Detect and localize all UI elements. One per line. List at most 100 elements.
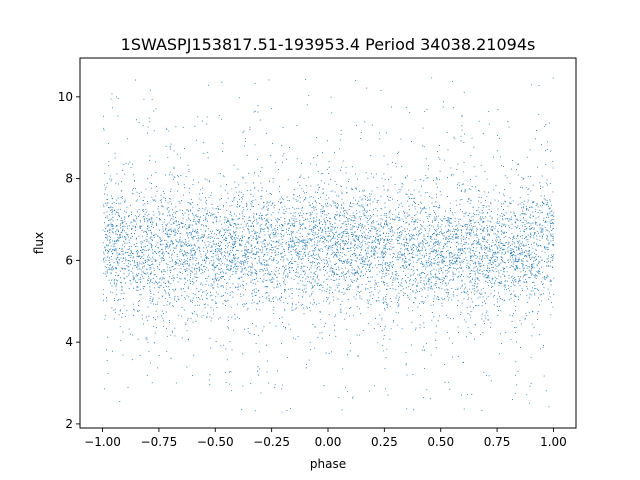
data-point	[383, 226, 385, 227]
data-point	[108, 267, 110, 269]
data-point	[192, 257, 194, 259]
data-point	[134, 180, 135, 181]
data-point	[375, 318, 376, 319]
data-point	[437, 240, 439, 242]
data-point	[410, 275, 412, 277]
data-point	[373, 250, 375, 252]
data-point	[313, 218, 315, 219]
data-point	[524, 274, 526, 276]
data-point	[334, 329, 336, 331]
data-point	[331, 268, 333, 269]
data-point	[144, 265, 145, 267]
data-point	[258, 175, 260, 177]
data-point	[290, 277, 292, 279]
data-point	[398, 219, 400, 221]
data-point	[383, 257, 384, 259]
data-point	[316, 303, 317, 305]
data-point	[277, 299, 279, 301]
data-point	[145, 259, 147, 261]
data-point	[547, 243, 549, 245]
data-point	[267, 269, 268, 271]
data-point	[529, 217, 531, 219]
data-point	[138, 256, 140, 258]
data-point	[299, 226, 301, 228]
data-point	[384, 250, 386, 252]
data-point	[549, 221, 551, 223]
data-point	[454, 138, 456, 140]
data-point	[226, 326, 228, 328]
data-point	[200, 283, 202, 285]
data-point	[421, 232, 422, 234]
data-point	[457, 243, 459, 245]
data-point	[271, 229, 273, 231]
data-point	[183, 184, 185, 186]
data-point	[475, 277, 477, 279]
data-point	[367, 307, 369, 308]
data-point	[109, 239, 111, 240]
data-point	[280, 285, 282, 287]
data-point	[211, 264, 213, 266]
data-point	[435, 217, 437, 219]
data-point	[360, 132, 362, 133]
data-point	[367, 261, 369, 262]
data-point	[159, 277, 161, 279]
data-point	[386, 288, 388, 290]
data-point	[184, 251, 186, 253]
data-point	[192, 238, 194, 240]
data-point	[162, 231, 164, 233]
data-point	[319, 249, 320, 251]
data-point	[434, 245, 436, 246]
data-point	[495, 244, 496, 245]
data-point	[465, 292, 467, 294]
data-point	[549, 296, 551, 298]
data-point	[205, 230, 207, 232]
data-point	[549, 199, 551, 201]
data-point	[450, 223, 452, 224]
data-point	[201, 264, 203, 265]
data-point	[357, 244, 359, 246]
data-point	[522, 251, 523, 253]
data-point	[346, 228, 348, 230]
data-point	[200, 237, 201, 239]
data-point	[457, 238, 459, 239]
data-point	[225, 301, 227, 302]
data-point	[435, 213, 436, 215]
data-point	[330, 228, 332, 230]
data-point	[304, 227, 306, 229]
data-point	[251, 292, 253, 294]
data-point	[517, 296, 519, 298]
data-point	[139, 227, 141, 229]
data-point	[338, 266, 340, 268]
data-point	[254, 295, 256, 296]
data-point	[303, 177, 305, 179]
data-point	[422, 241, 424, 243]
data-point	[260, 263, 262, 265]
data-point	[341, 198, 343, 200]
data-point	[367, 235, 369, 237]
data-point	[440, 252, 442, 254]
data-point	[262, 296, 263, 298]
data-point	[420, 250, 422, 252]
data-point	[463, 362, 464, 364]
data-point	[369, 271, 370, 272]
data-point	[362, 266, 364, 268]
data-point	[414, 197, 415, 199]
data-point	[425, 260, 427, 262]
data-point	[245, 202, 247, 204]
data-point	[203, 304, 205, 305]
data-point	[238, 191, 240, 193]
data-point	[350, 255, 351, 257]
data-point	[503, 249, 504, 251]
data-point	[299, 184, 301, 186]
data-point	[229, 260, 231, 262]
data-point	[150, 281, 152, 283]
data-point	[225, 245, 226, 247]
data-point	[147, 259, 149, 260]
data-point	[367, 277, 369, 279]
data-point	[173, 242, 174, 244]
data-point	[148, 249, 150, 250]
data-point	[425, 262, 427, 263]
data-point	[229, 261, 231, 263]
data-point	[438, 278, 440, 280]
data-point	[416, 222, 418, 223]
